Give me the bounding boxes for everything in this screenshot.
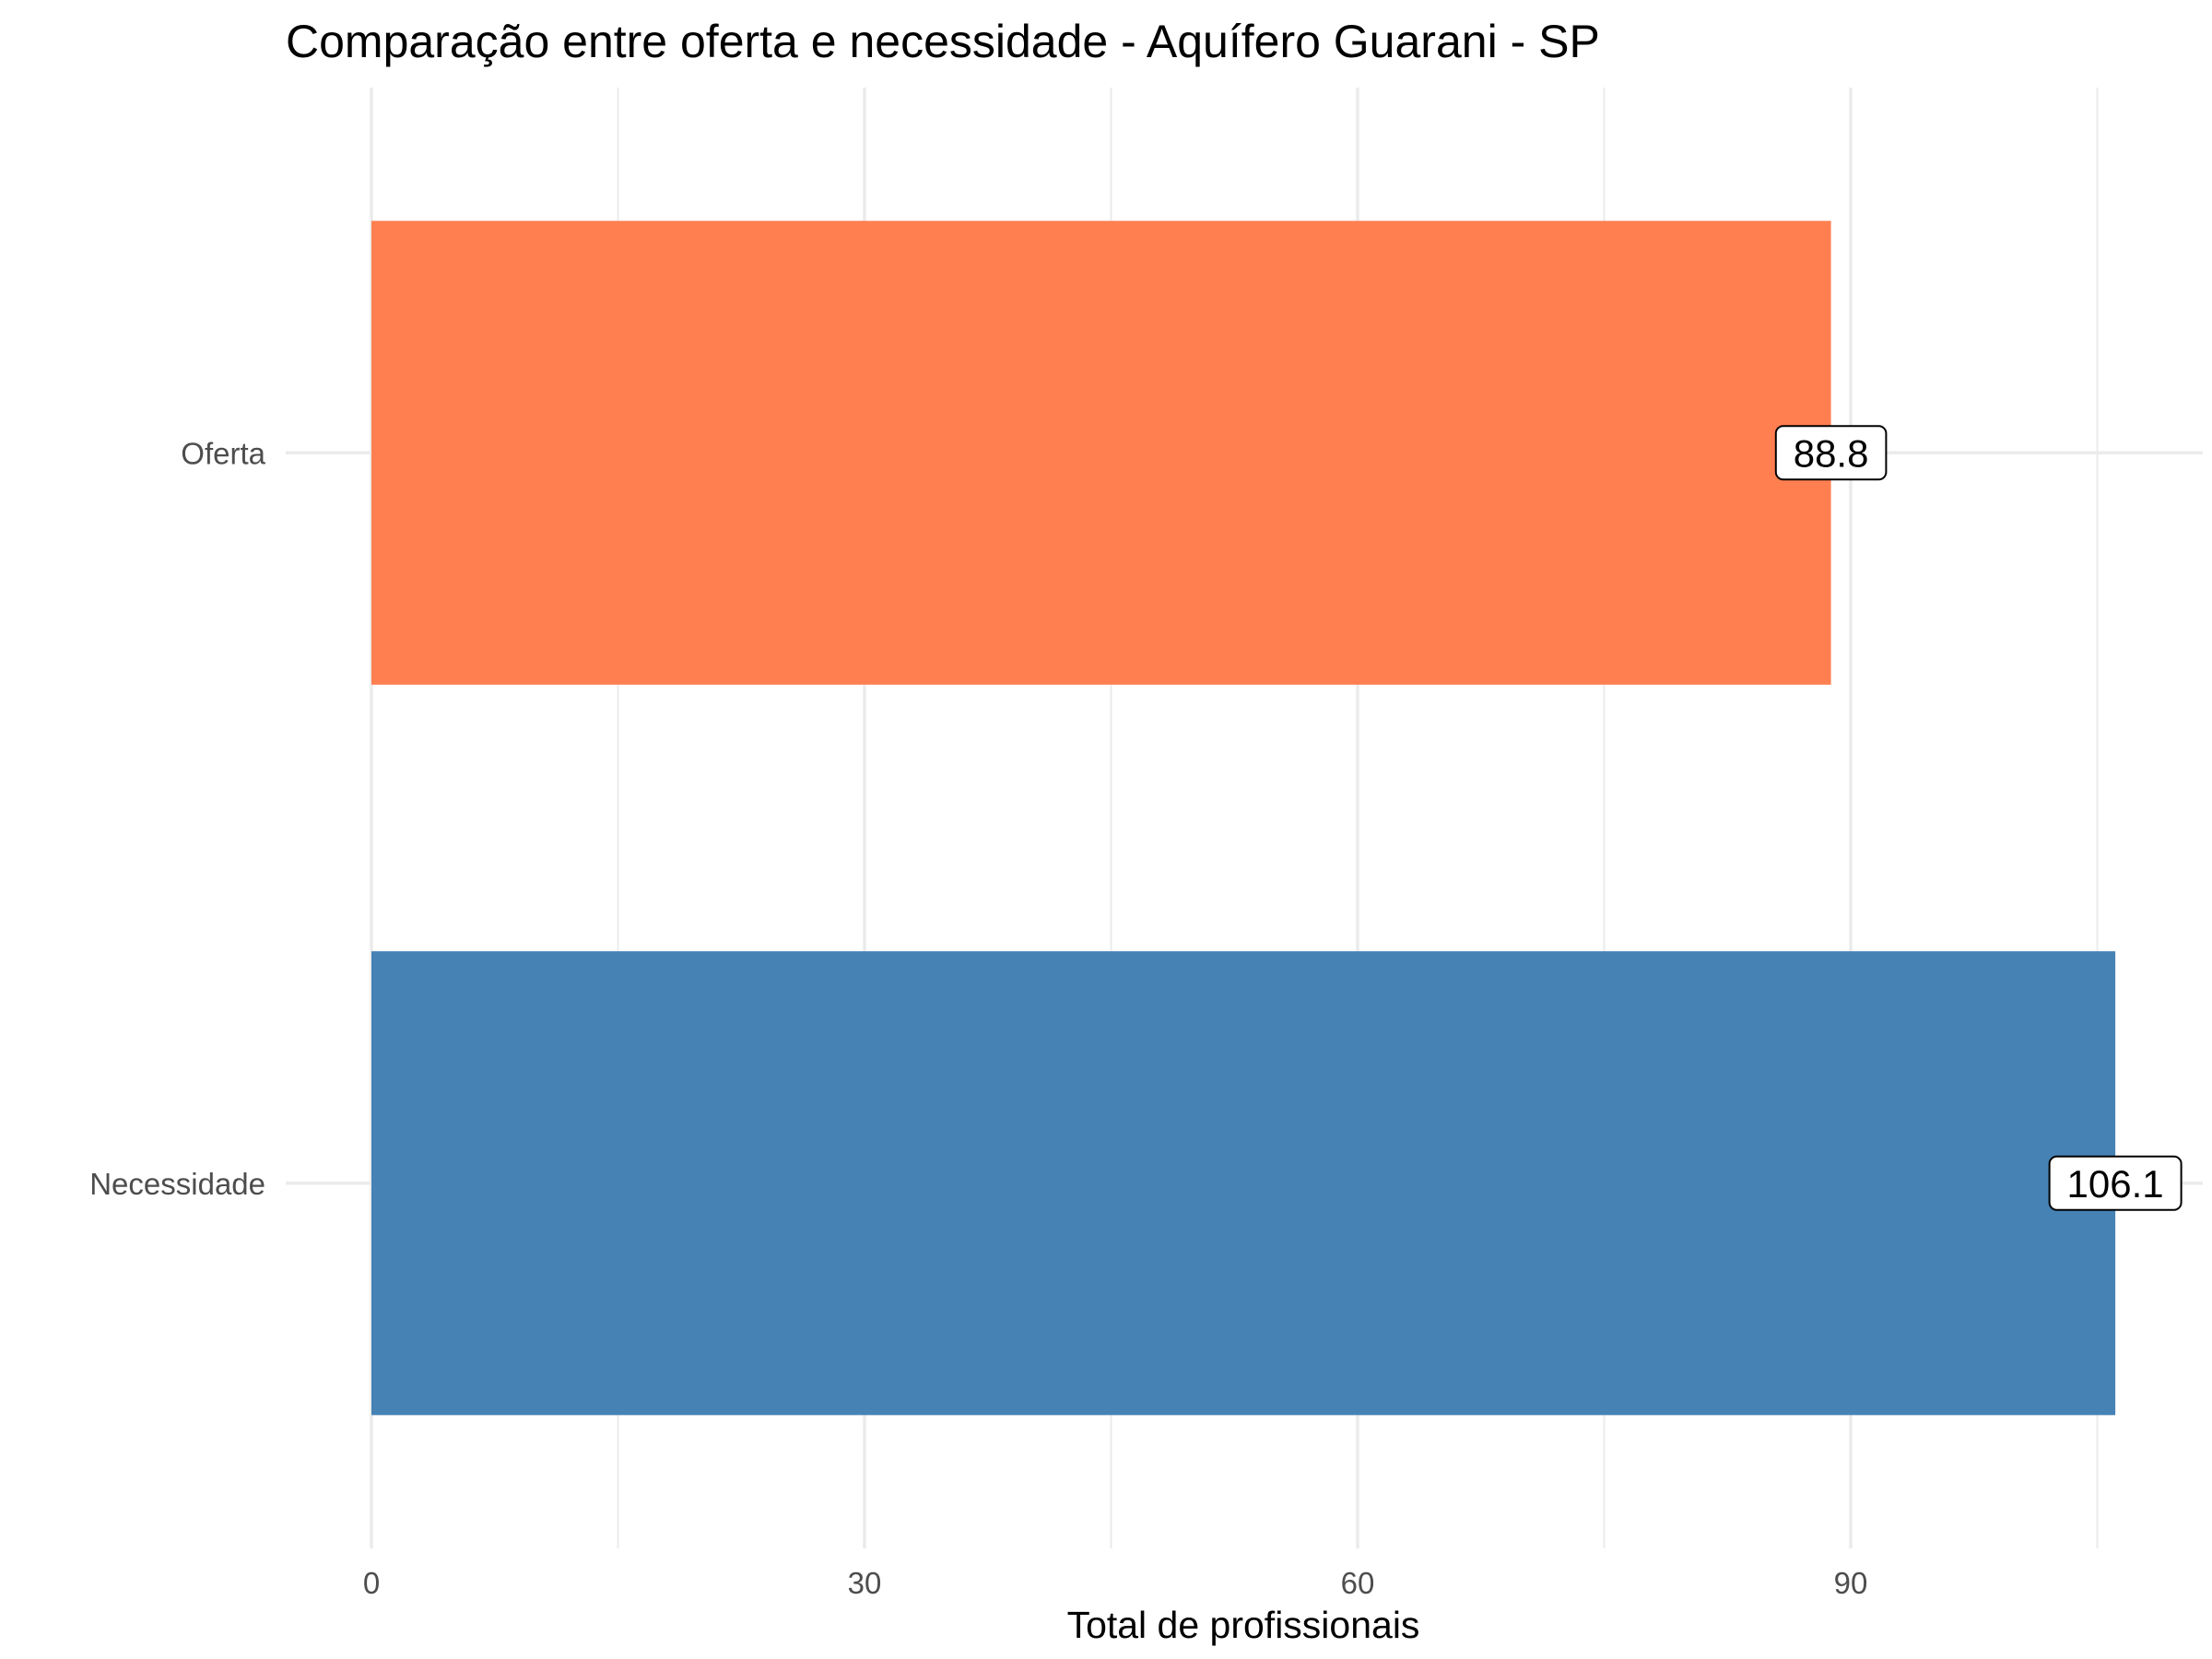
chart-title: Comparação entre oferta e necessidade - …	[286, 16, 1600, 67]
data-label-necessidade: 106.1	[2048, 1155, 2183, 1211]
x-tick-label: 90	[1834, 1566, 1868, 1600]
y-axis-tick-labels: Oferta Necessidade	[89, 436, 265, 1201]
data-label-box	[1774, 425, 1888, 481]
y-tick-label: Necessidade	[89, 1167, 265, 1201]
x-tick-label: 60	[1341, 1566, 1375, 1600]
bars	[371, 220, 2116, 1416]
bar-necessidade	[371, 951, 2116, 1416]
x-axis-title: Total de profissionais	[1067, 1604, 1420, 1646]
y-tick-label: Oferta	[181, 436, 265, 470]
data-label-text: 106.1	[2067, 1162, 2164, 1206]
x-axis-tick-labels: 0 30 60 90	[363, 1566, 1868, 1600]
data-label-text: 88.8	[1794, 431, 1869, 475]
x-tick-label: 0	[363, 1566, 380, 1600]
data-label-box	[2048, 1155, 2183, 1211]
x-tick-label: 30	[848, 1566, 882, 1600]
bar-oferta	[371, 220, 1831, 685]
data-labels: 88.8 106.1	[1774, 425, 2183, 1211]
data-label-oferta: 88.8	[1774, 425, 1888, 481]
